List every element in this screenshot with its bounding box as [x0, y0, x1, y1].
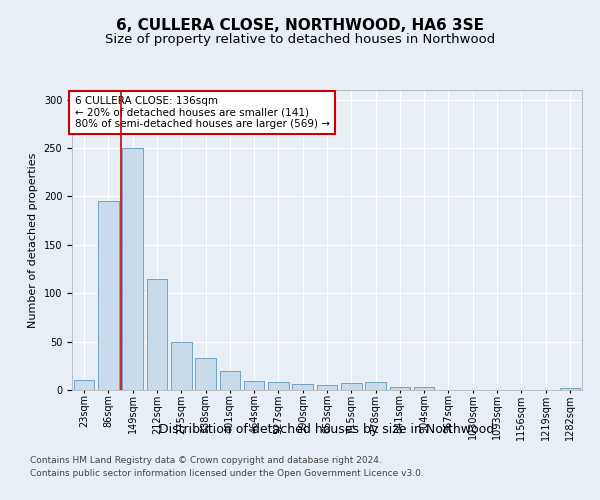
Text: 6 CULLERA CLOSE: 136sqm
← 20% of detached houses are smaller (141)
80% of semi-d: 6 CULLERA CLOSE: 136sqm ← 20% of detache…	[74, 96, 329, 129]
Bar	[171, 342, 191, 390]
Bar	[292, 384, 313, 390]
Bar	[560, 388, 580, 390]
Text: 6, CULLERA CLOSE, NORTHWOOD, HA6 3SE: 6, CULLERA CLOSE, NORTHWOOD, HA6 3SE	[116, 18, 484, 32]
Bar	[146, 278, 167, 390]
Bar	[341, 383, 362, 390]
Text: Contains public sector information licensed under the Open Government Licence v3: Contains public sector information licen…	[30, 468, 424, 477]
Bar	[122, 148, 143, 390]
Bar	[268, 382, 289, 390]
Bar	[365, 382, 386, 390]
Text: Distribution of detached houses by size in Northwood: Distribution of detached houses by size …	[160, 422, 494, 436]
Text: Contains HM Land Registry data © Crown copyright and database right 2024.: Contains HM Land Registry data © Crown c…	[30, 456, 382, 465]
Bar	[195, 358, 216, 390]
Text: Size of property relative to detached houses in Northwood: Size of property relative to detached ho…	[105, 32, 495, 46]
Bar	[317, 385, 337, 390]
Bar	[244, 382, 265, 390]
Bar	[414, 387, 434, 390]
Bar	[98, 202, 119, 390]
Bar	[74, 380, 94, 390]
Bar	[220, 370, 240, 390]
Bar	[389, 387, 410, 390]
Y-axis label: Number of detached properties: Number of detached properties	[28, 152, 38, 328]
